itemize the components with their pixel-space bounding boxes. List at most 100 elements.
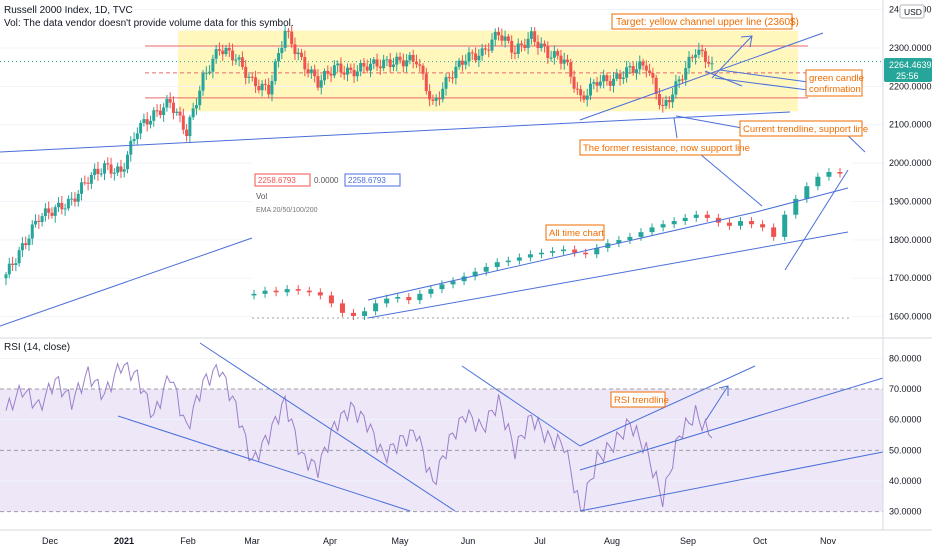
inset-value-mid: 0.0000 — [314, 176, 339, 185]
candle-body — [533, 31, 537, 42]
candle-body — [680, 79, 684, 81]
rsi-grid — [0, 357, 883, 513]
candle-body — [313, 69, 317, 77]
all-time-box — [545, 224, 605, 241]
time-tick-label: Aug — [604, 536, 620, 546]
inset-candle-body — [273, 290, 279, 293]
candle-body — [339, 63, 343, 73]
inset-candle-body — [439, 284, 445, 290]
candle-body — [474, 53, 478, 61]
inset-candle-body — [561, 249, 567, 252]
candle-body — [477, 55, 481, 61]
price-tick-label: 2100.0000 — [889, 120, 932, 130]
time-tick-label: Jul — [534, 536, 546, 546]
symbol-title[interactable]: Russell 2000 Index, 1D, TVC — [4, 5, 133, 16]
inset-candle-body — [417, 293, 423, 301]
time-tick-label: Mar — [244, 536, 260, 546]
rsi-tick-label: 30.0000 — [889, 507, 922, 517]
candle-body — [674, 81, 678, 95]
candle-body — [309, 69, 313, 74]
candle-body — [70, 198, 74, 200]
candle-body — [375, 59, 379, 67]
inset-candle-body — [384, 298, 390, 304]
candle-body — [181, 115, 185, 130]
candle-body — [602, 75, 606, 82]
channel-trendline — [579, 32, 824, 121]
green-candle-box — [805, 69, 863, 97]
candle-body — [365, 66, 369, 71]
candle-body — [378, 66, 382, 69]
candle-body — [667, 100, 671, 103]
candle-body — [408, 54, 412, 61]
candle-body — [349, 67, 353, 71]
candle-body — [221, 50, 225, 55]
candle-body — [148, 120, 152, 125]
target-arrowhead — [740, 35, 753, 48]
inset-candle-body — [627, 236, 633, 241]
candle-body — [523, 44, 527, 48]
candle-body — [240, 57, 244, 67]
rsi-trendline-label: RSI trendline — [614, 395, 669, 406]
candle-body — [556, 51, 560, 56]
candle-body — [99, 173, 103, 175]
rsi-label[interactable]: RSI (14, close) — [4, 342, 70, 353]
rsi-trendline-box — [610, 391, 666, 408]
candle-body — [625, 67, 629, 78]
rsi-uptrend-mid — [579, 377, 884, 471]
candle-body — [539, 43, 543, 49]
candle-body — [611, 78, 615, 86]
candle-body — [605, 75, 609, 82]
candle-body — [657, 94, 661, 106]
rsi-tick-label: 40.0000 — [889, 476, 922, 486]
price-tick-label: 1700.0000 — [889, 273, 932, 283]
inset-candle-body — [328, 295, 334, 304]
candle-body — [286, 30, 290, 32]
last-price-countdown: 25:56 — [896, 71, 919, 81]
last-price-value: 2264.4639 — [889, 60, 932, 70]
candle-body — [185, 129, 189, 137]
candle-body — [37, 220, 41, 222]
candle-body — [326, 70, 330, 74]
candle-body — [654, 77, 658, 95]
rsi-arrowhead — [718, 385, 729, 396]
candle-body — [707, 61, 711, 64]
candle-body — [428, 91, 432, 100]
candle-body — [60, 202, 64, 210]
candle-body — [27, 238, 31, 246]
candle-body — [536, 41, 540, 49]
former-resistance-arrow-2 — [699, 153, 763, 207]
candle-body — [277, 53, 281, 62]
green-candle-label-2: confirmation — [809, 84, 861, 95]
candle-body — [480, 48, 484, 56]
candle-body — [76, 193, 80, 202]
annotation-arrows — [673, 35, 866, 421]
inset-candle-body — [284, 289, 290, 293]
candles — [4, 25, 714, 286]
inset-value-box-1 — [254, 173, 311, 187]
price-tick-label: 1800.0000 — [889, 235, 932, 245]
time-tick-label: Sep — [680, 536, 696, 546]
candle-body — [464, 61, 468, 65]
candle-body — [66, 198, 70, 209]
candle-body — [293, 44, 297, 55]
candle-body — [546, 46, 550, 58]
candle-body — [661, 105, 665, 107]
currency-button[interactable] — [899, 4, 925, 19]
candle-body — [346, 67, 350, 75]
candle-body — [598, 81, 602, 86]
rsi-arrow — [705, 385, 729, 421]
candle-body — [234, 59, 238, 61]
inset-candle-body — [638, 232, 644, 237]
rsi-second-downtrend — [461, 365, 581, 447]
inset-candle-body — [251, 293, 257, 296]
candle-body — [516, 43, 520, 54]
inset-candle-body — [771, 227, 777, 237]
inset-candle-body — [351, 312, 357, 316]
candle-body — [171, 102, 175, 113]
inset-candle-body — [527, 254, 533, 258]
candle-body — [648, 70, 652, 74]
candle-body — [30, 224, 34, 239]
candle-body — [63, 208, 67, 210]
candle-body — [395, 56, 399, 65]
candle-body — [17, 250, 21, 264]
